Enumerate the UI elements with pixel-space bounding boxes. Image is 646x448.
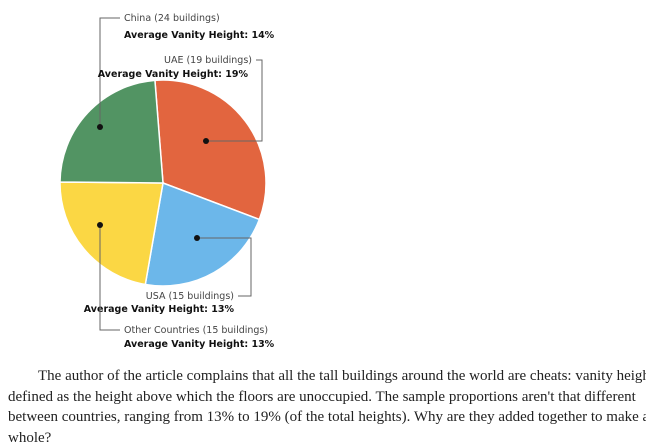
pie-slice-2 — [59, 181, 164, 286]
paragraph-line: between countries, ranging from 13% to 1… — [8, 409, 646, 425]
callout-other: Other Countries (15 buildings) Average V… — [97, 222, 275, 350]
other-label: Other Countries (15 buildings) — [124, 325, 268, 336]
usa-marker — [194, 235, 200, 241]
pie-chart: China (24 buildings) Average Vanity Heig… — [59, 13, 275, 350]
uae-marker — [203, 138, 209, 144]
china-marker — [97, 124, 103, 130]
uae-detail: Average Vanity Height: 19% — [98, 69, 249, 80]
callout-uae: UAE (19 buildings) Average Vanity Height… — [98, 55, 263, 144]
paragraph-line: whole? — [8, 429, 52, 446]
callout-usa: USA (15 buildings) Average Vanity Height… — [84, 235, 252, 315]
article-paragraph: The author of the article complains that… — [8, 366, 646, 448]
paragraph-line: defined as the height above which the fl… — [8, 388, 636, 405]
usa-detail: Average Vanity Height: 13% — [84, 304, 235, 315]
china-detail: Average Vanity Height: 14% — [124, 30, 275, 41]
pie-slice-1 — [144, 181, 261, 287]
other-detail: Average Vanity Height: 13% — [124, 339, 275, 350]
callout-china: China (24 buildings) Average Vanity Heig… — [97, 13, 275, 130]
paragraph-line: The author of the article complains that… — [38, 368, 646, 384]
other-marker — [97, 222, 103, 228]
pie-slice-0 — [154, 79, 267, 221]
pie-slice-3 — [59, 79, 164, 184]
usa-label: USA (15 buildings) — [146, 291, 234, 302]
uae-label: UAE (19 buildings) — [164, 55, 252, 66]
china-label: China (24 buildings) — [124, 13, 220, 24]
